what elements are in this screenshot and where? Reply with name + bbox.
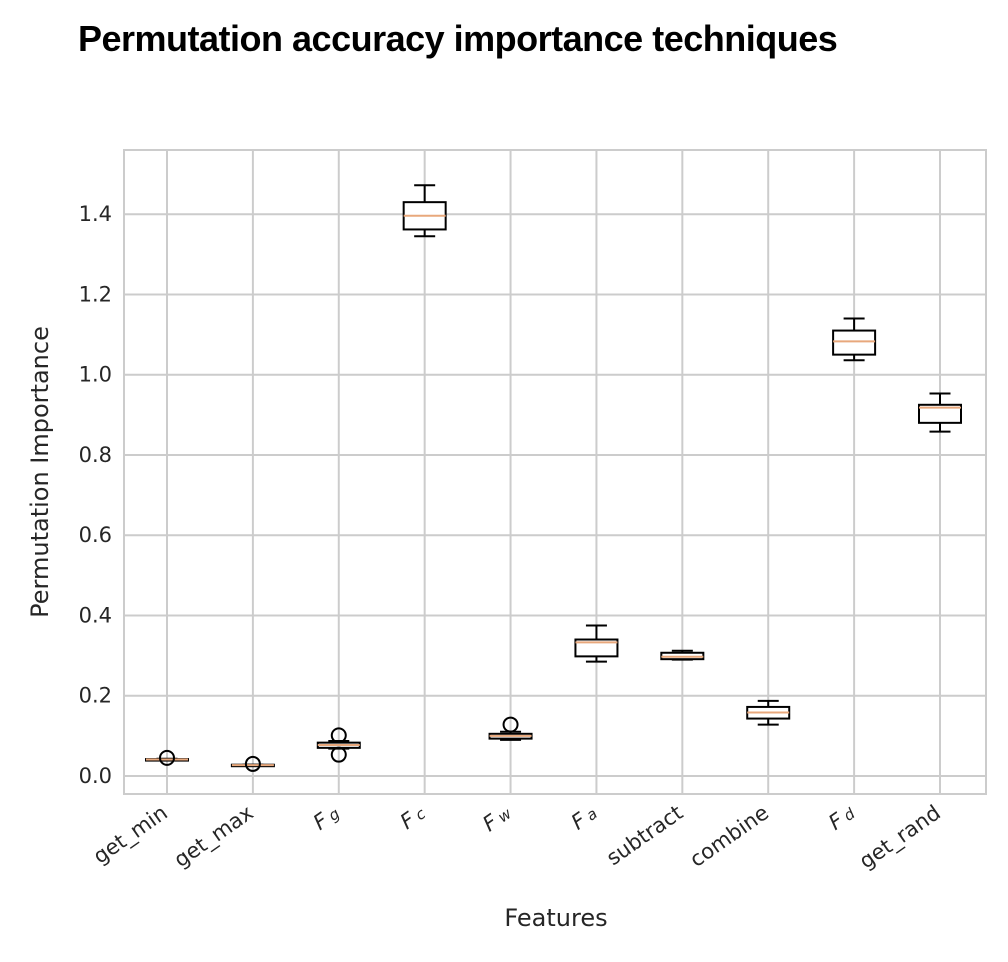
y-tick-label: 1.2: [79, 282, 112, 306]
x-axis-label: Features: [504, 904, 607, 932]
box-F_w: [488, 716, 533, 741]
outlier-point: [244, 755, 261, 772]
box-subtract: [660, 649, 705, 661]
y-axis-label: Permutation Importance: [26, 326, 54, 618]
x-tick-label: get_rand: [855, 800, 946, 874]
x-tick-label: get_max: [170, 800, 259, 873]
grid-lines: [124, 150, 986, 794]
x-tick-label: get_min: [89, 800, 173, 869]
boxes-layer: [145, 184, 962, 772]
box-F_c: [402, 184, 447, 238]
plot-frame: [123, 149, 987, 795]
outlier-point: [330, 746, 347, 763]
y-tick-label: 0.0: [79, 764, 112, 788]
x-tick-label: combine: [685, 800, 773, 871]
y-tick-label: 0.8: [79, 443, 112, 467]
y-tick-label: 0.2: [79, 684, 112, 708]
x-tick-label: Fd: [824, 800, 859, 835]
x-tick-label: subtract: [602, 800, 687, 870]
y-tick-label: 1.0: [79, 363, 112, 387]
box-iqr: [832, 329, 877, 356]
y-tick-label: 0.6: [79, 523, 112, 547]
x-tick-label: Fg: [309, 800, 344, 834]
outlier-point: [330, 727, 347, 744]
box-iqr: [918, 403, 962, 424]
y-tick-label: 1.4: [79, 202, 112, 226]
box-get_rand: [918, 392, 962, 433]
box-iqr: [574, 638, 619, 658]
outlier-point: [502, 716, 519, 733]
x-tick-label: Fw: [478, 800, 516, 836]
chart-title: Permutation accuracy importance techniqu…: [78, 18, 838, 59]
y-tick-label: 0.4: [79, 603, 112, 627]
box-combine: [746, 699, 791, 726]
x-tick-label: Fc: [396, 800, 430, 834]
box-F_a: [574, 624, 619, 663]
box-get_min: [145, 749, 189, 766]
x-tick-label: Fa: [567, 800, 601, 834]
outlier-point: [159, 749, 175, 766]
box-F_d: [832, 317, 877, 362]
box-F_g: [316, 727, 361, 763]
y-tick-labels: 0.0 0.2 0.4 0.6 0.8 1.0 1.2 1.4: [79, 202, 112, 788]
box-get_max: [230, 755, 275, 772]
